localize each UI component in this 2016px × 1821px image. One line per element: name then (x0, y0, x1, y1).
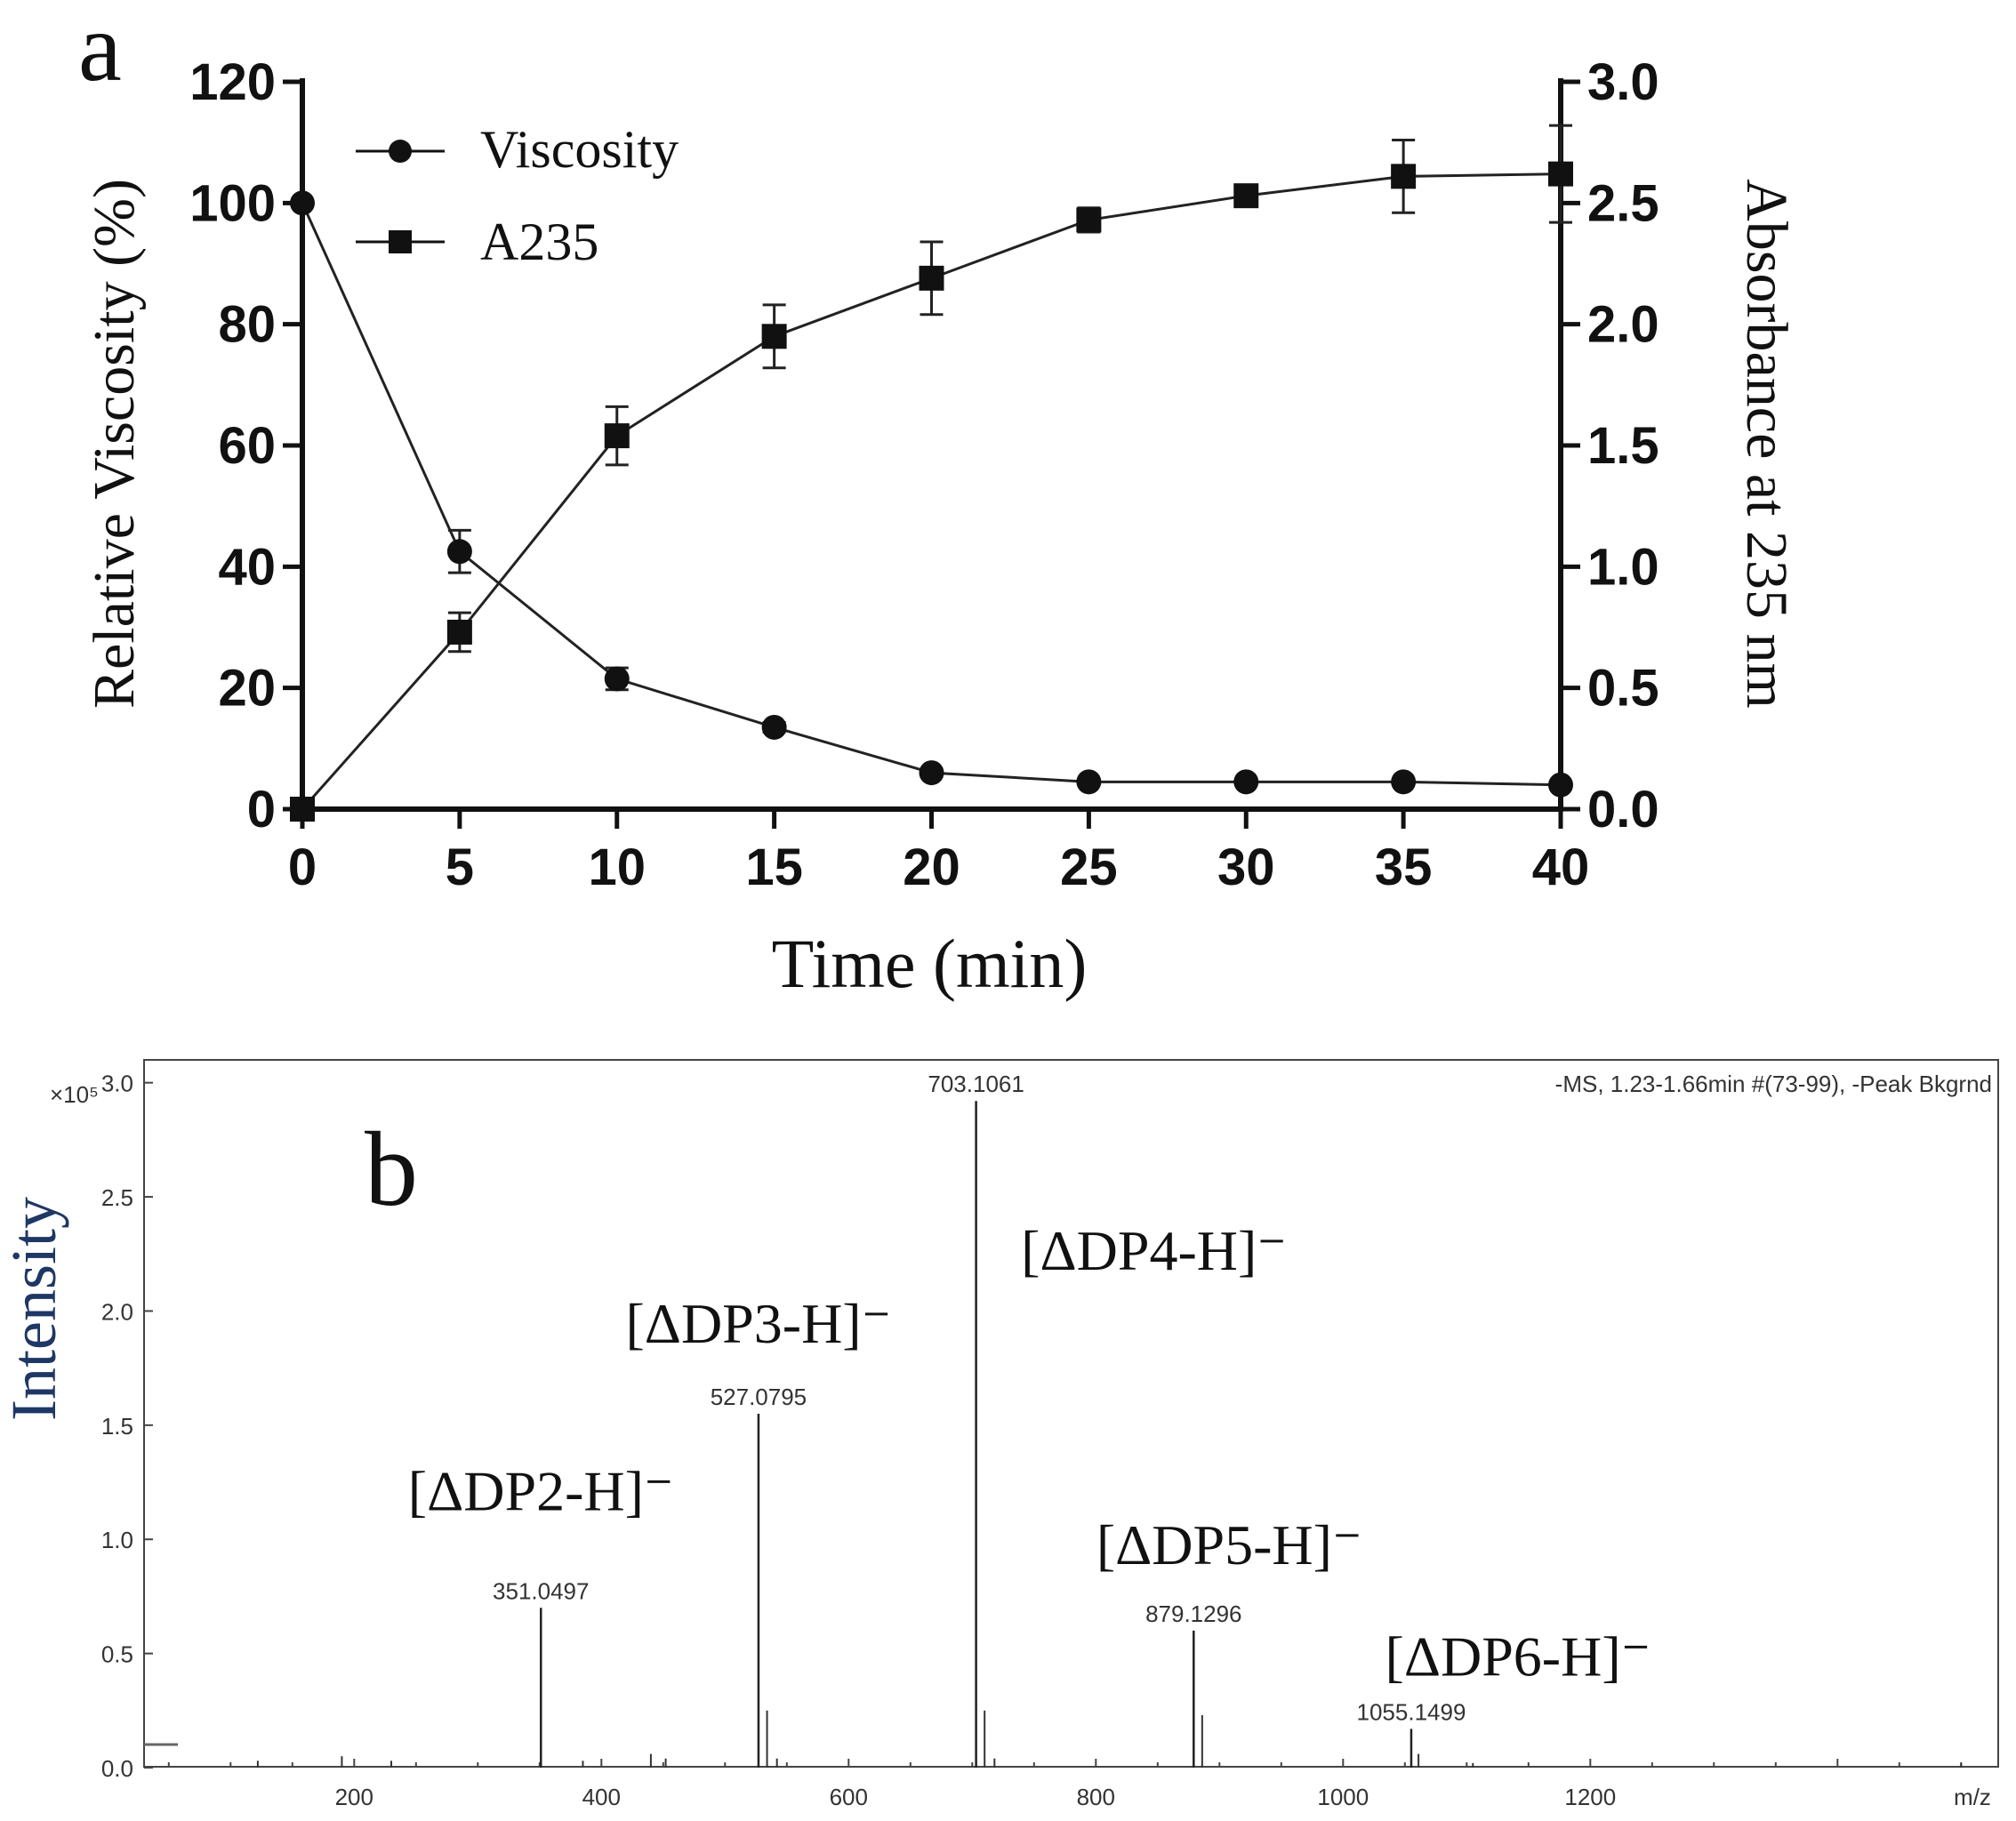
y-tick-label: 80 (218, 296, 276, 354)
y2-tick-label: 0.0 (1587, 781, 1659, 838)
data-point-viscosity (1233, 769, 1259, 795)
x-axis-title: m/z (1954, 1784, 1991, 1810)
data-point-viscosity (604, 666, 630, 692)
data-point-a235 (446, 619, 472, 645)
x-tick-label: 0 (288, 838, 317, 896)
data-point-viscosity (1076, 769, 1102, 795)
spectrum-header: -MS, 1.23-1.66min #(73-99), -Peak Bkgrnd (1555, 1071, 1992, 1097)
legend-label-viscosity: Viscosity (480, 120, 679, 179)
y-tick-label: 0 (247, 781, 276, 838)
x-tick-label: 800 (1077, 1784, 1115, 1810)
x-tick-label: 20 (903, 838, 960, 896)
data-point-a235 (290, 797, 315, 822)
y2-tick-label: 1.0 (1587, 538, 1659, 596)
x-tick-label: 1200 (1564, 1784, 1616, 1810)
peak-mz-label: 703.1061 (928, 1071, 1024, 1097)
legend-marker-a235 (389, 230, 412, 253)
x-tick-label: 5 (446, 838, 474, 896)
data-point-viscosity (446, 539, 472, 565)
y-tick-label: 1.5 (101, 1413, 133, 1440)
x-tick-label: 1000 (1317, 1784, 1369, 1810)
left-y-ticks: 0 20 40 60 80 100 120 (189, 53, 302, 838)
y-tick-label: 40 (218, 538, 276, 596)
y2-tick-label: 0.5 (1587, 660, 1659, 718)
data-point-a235 (1076, 207, 1102, 233)
y-tick-label: 20 (218, 660, 276, 718)
data-point-a235 (1548, 161, 1573, 187)
ion-label: [ΔDP2-H]⁻ (408, 1459, 674, 1522)
y-tick-label: 0.5 (101, 1641, 133, 1668)
ion-label: [ΔDP5-H]⁻ (1096, 1513, 1362, 1576)
scale-label: ×10⁵ (50, 1081, 99, 1108)
x-tick-label: 30 (1217, 838, 1275, 896)
x-tick-label: 10 (588, 838, 646, 896)
peak-mz-label: 879.1296 (1145, 1600, 1241, 1627)
y2-tick-label: 1.5 (1587, 417, 1659, 475)
right-y-ticks: 0.0 0.5 1.0 1.5 2.0 2.5 3.0 (1561, 53, 1659, 838)
data-point-a235 (1391, 164, 1417, 189)
y-tick-label: 120 (189, 53, 276, 111)
x-tick-label: 40 (1532, 838, 1590, 896)
data-point-viscosity (1548, 772, 1573, 798)
data-point-viscosity (761, 714, 787, 740)
legend: Viscosity A235 (356, 120, 679, 271)
peak-mz-label: 1055.1499 (1357, 1698, 1466, 1725)
y2-tick-label: 2.5 (1587, 174, 1659, 232)
x-tick-label: 400 (582, 1784, 621, 1810)
legend-label-a235: A235 (480, 213, 598, 271)
peak-mz-label: 527.0795 (711, 1384, 807, 1410)
data-point-a235 (919, 265, 944, 291)
y2-tick-label: 2.0 (1587, 296, 1659, 354)
peaks: 351.0497 [ΔDP2-H]⁻ 527.0795 [ΔDP3-H]⁻ 703.10… (256, 1071, 1963, 1768)
axis-ticks: 0.0 0.5 1.0 1.5 2.0 2.5 3.0 200 400 600 800 1000 120… (101, 1071, 1963, 1810)
y-tick-label: 0.0 (101, 1755, 133, 1782)
y-tick-label: 100 (189, 174, 276, 232)
x-axis-title: Time (min) (772, 925, 1088, 1002)
x-ticks: 0 5 10 15 20 25 30 35 40 (288, 809, 1589, 896)
x-tick-label: 200 (335, 1784, 373, 1810)
y-tick-label: 2.0 (101, 1298, 133, 1325)
plot-frame (143, 1059, 1999, 1768)
panel-label-a: a (78, 0, 122, 101)
ion-label: [ΔDP6-H]⁻ (1385, 1624, 1651, 1688)
y2-tick-label: 3.0 (1587, 53, 1659, 111)
peak-mz-label: 351.0497 (493, 1577, 589, 1604)
data-point-viscosity (290, 190, 315, 216)
ion-label: [ΔDP4-H]⁻ (1021, 1219, 1287, 1282)
x-tick-label: 600 (830, 1784, 868, 1810)
legend-marker-viscosity (389, 140, 412, 163)
left-y-axis-title: Relative Viscosity (%) (82, 179, 147, 709)
y-tick-label: 60 (218, 417, 276, 475)
y-axis-title: Intensity (0, 1197, 69, 1421)
data-point-a235 (1233, 183, 1259, 209)
x-tick-label: 15 (745, 838, 803, 896)
data-point-viscosity (919, 760, 944, 786)
data-point-a235 (604, 423, 630, 449)
y-tick-label: 1.0 (101, 1527, 133, 1553)
panel-label-b: b (365, 1110, 418, 1228)
plot-area (290, 124, 1573, 822)
data-point-viscosity (1391, 769, 1417, 795)
y-tick-label: 2.5 (101, 1184, 133, 1211)
x-tick-label: 25 (1060, 838, 1118, 896)
panel-b: ×10⁵ -MS, 1.23-1.66min #(73-99), -Peak B… (0, 1059, 1999, 1810)
x-tick-label: 35 (1375, 838, 1433, 896)
data-point-a235 (761, 324, 787, 349)
y-tick-label: 3.0 (101, 1071, 133, 1097)
right-y-axis-title: Absorbance at 235 nm (1734, 179, 1799, 709)
ion-label: [ΔDP3-H]⁻ (625, 1292, 891, 1355)
